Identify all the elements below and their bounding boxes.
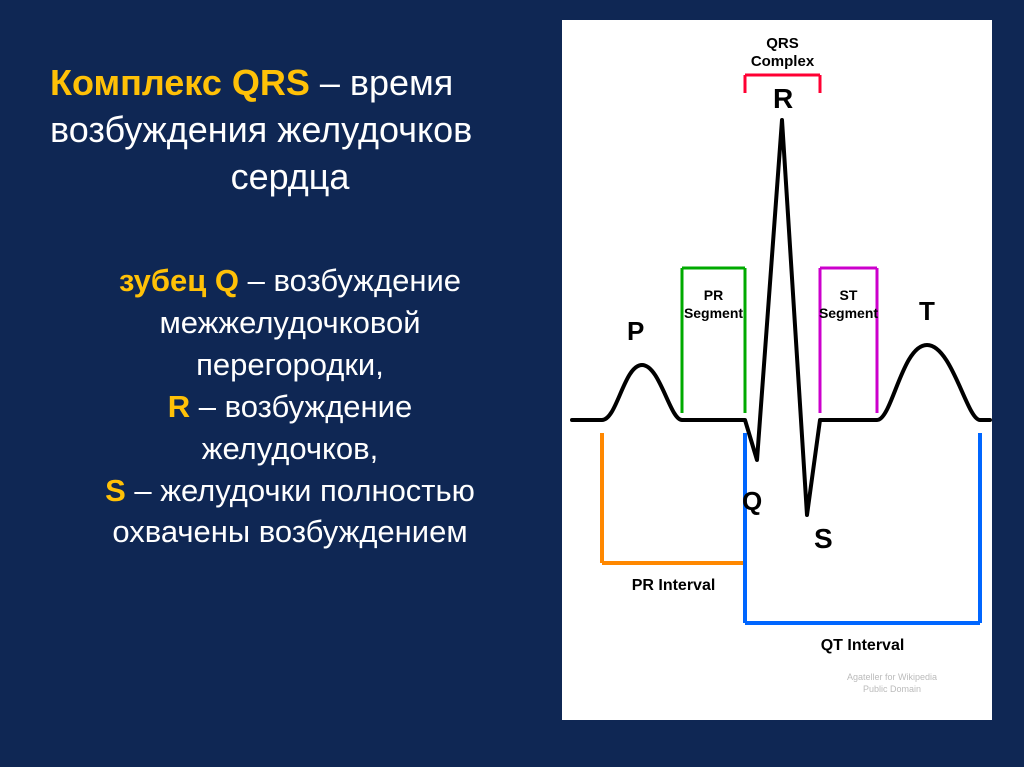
credit-line-2: Public Domain bbox=[863, 684, 921, 694]
body-r-1: R – возбуждение bbox=[50, 386, 530, 428]
pr-segment-bracket: PR Segment bbox=[682, 268, 745, 413]
st-segment-label-2: Segment bbox=[819, 305, 878, 321]
title-highlight: Комплекс QRS bbox=[50, 62, 310, 103]
title-block: Комплекс QRS – время возбуждения желудоч… bbox=[50, 60, 530, 200]
title-line-1: Комплекс QRS – время bbox=[50, 60, 530, 107]
pr-interval-bracket: PR Interval bbox=[602, 433, 745, 594]
pr-segment-label-1: PR bbox=[704, 287, 723, 303]
body-q-2: межжелудочковой bbox=[50, 302, 530, 344]
qrs-complex-label-1: QRS bbox=[766, 35, 799, 52]
body-q-3: перегородки, bbox=[50, 344, 530, 386]
st-segment-bracket: ST Segment bbox=[819, 268, 878, 413]
body-s-1: S – желудочки полностью bbox=[50, 470, 530, 512]
ecg-container: QRS Complex PR Segment ST Segment bbox=[562, 20, 992, 720]
title-rest-1: – время bbox=[310, 62, 453, 103]
body-s-rest: – желудочки полностью bbox=[126, 473, 475, 508]
body-r-rest: – возбуждение bbox=[190, 389, 412, 424]
body-block: зубец Q – возбуждение межжелудочковой пе… bbox=[50, 260, 530, 553]
title-line-3: сердца bbox=[50, 154, 530, 201]
ecg-svg: QRS Complex PR Segment ST Segment bbox=[562, 20, 992, 720]
body-q-label: зубец Q bbox=[119, 263, 239, 298]
qt-interval-label: QT Interval bbox=[821, 637, 905, 654]
r-wave-label: R bbox=[773, 83, 793, 114]
qt-interval-bracket: QT Interval bbox=[745, 433, 980, 654]
body-q-1: зубец Q – возбуждение bbox=[50, 260, 530, 302]
credit-line-1: Agateller for Wikipedia bbox=[847, 672, 937, 682]
t-wave-label: T bbox=[919, 296, 935, 326]
q-wave-label: Q bbox=[742, 486, 762, 516]
body-r-2: желудочков, bbox=[50, 428, 530, 470]
text-panel: Комплекс QRS – время возбуждения желудоч… bbox=[0, 0, 550, 767]
body-s-2: охвачены возбуждением bbox=[50, 511, 530, 553]
st-segment-label-1: ST bbox=[840, 287, 858, 303]
body-r-label: R bbox=[168, 389, 190, 424]
body-s-label: S bbox=[105, 473, 126, 508]
s-wave-label: S bbox=[814, 523, 833, 554]
body-q-rest: – возбуждение bbox=[239, 263, 461, 298]
title-line-2: возбуждения желудочков bbox=[50, 107, 530, 154]
pr-segment-label-2: Segment bbox=[684, 305, 743, 321]
diagram-panel: QRS Complex PR Segment ST Segment bbox=[550, 0, 1024, 767]
qrs-complex-label-2: Complex bbox=[751, 53, 815, 70]
p-wave-label: P bbox=[627, 316, 644, 346]
pr-interval-label: PR Interval bbox=[632, 577, 716, 594]
